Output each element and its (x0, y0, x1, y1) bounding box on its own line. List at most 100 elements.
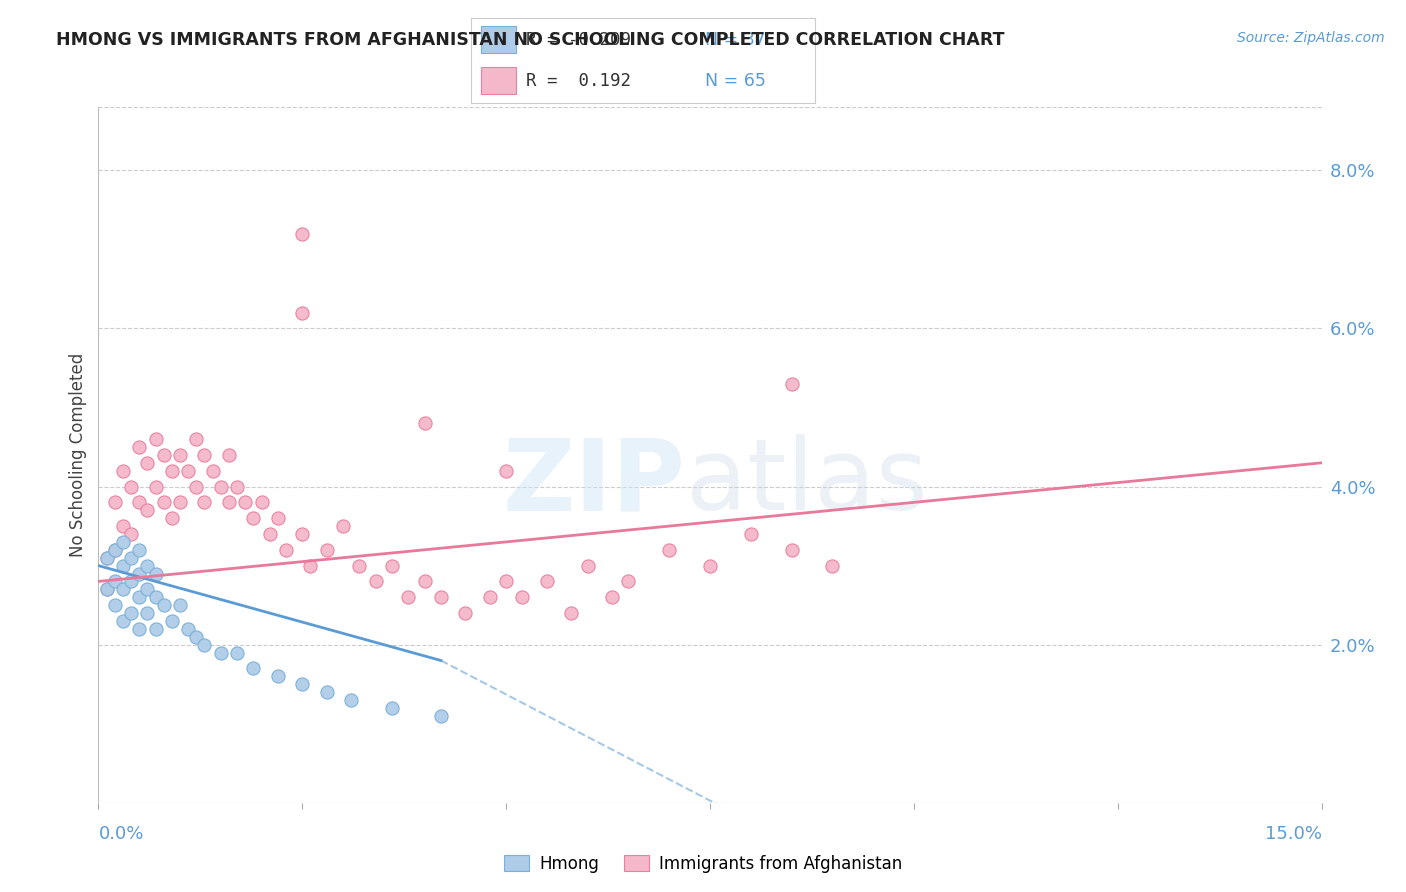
Point (152, 598, 174, 612)
Point (560, 606, 582, 620)
Point (201, 464, 224, 478)
Point (111, 519, 134, 533)
Point (128, 495, 150, 509)
Point (340, 693, 363, 707)
Point (160, 511, 183, 525)
Text: N = 37: N = 37 (706, 31, 766, 49)
Point (430, 708, 453, 723)
Point (617, 574, 640, 589)
Point (111, 558, 134, 573)
Point (128, 566, 150, 581)
Text: 0.0%: 0.0% (98, 825, 143, 843)
Point (699, 558, 721, 573)
Point (193, 495, 215, 509)
Point (193, 448, 215, 462)
Point (274, 542, 297, 557)
Point (381, 558, 404, 573)
Text: atlas: atlas (686, 434, 927, 532)
Point (267, 669, 290, 683)
Point (152, 495, 174, 509)
Point (136, 558, 159, 573)
Point (364, 574, 387, 589)
Point (120, 574, 142, 589)
Point (186, 479, 208, 493)
Point (291, 677, 314, 691)
Point (299, 558, 322, 573)
Point (267, 511, 290, 525)
Point (104, 495, 127, 509)
Point (160, 614, 183, 628)
Point (250, 495, 273, 509)
Point (186, 432, 208, 446)
Point (259, 527, 281, 541)
Bar (481, 27, 516, 54)
Text: R = -0.209: R = -0.209 (526, 31, 631, 49)
Point (186, 630, 208, 644)
Point (96, 582, 118, 597)
Point (413, 417, 436, 431)
Point (136, 582, 159, 597)
Point (430, 591, 453, 605)
Point (600, 591, 623, 605)
Point (740, 527, 762, 541)
Point (111, 534, 134, 549)
Point (128, 542, 150, 557)
Point (169, 448, 191, 462)
Point (218, 495, 240, 509)
Point (226, 479, 249, 493)
Point (136, 503, 159, 517)
Point (120, 606, 142, 620)
Point (104, 598, 127, 612)
Point (145, 591, 167, 605)
Point (658, 542, 681, 557)
Text: R =  0.192: R = 0.192 (526, 71, 631, 89)
Point (576, 558, 599, 573)
Point (454, 606, 477, 620)
Point (111, 582, 134, 597)
Point (291, 227, 314, 241)
Point (242, 511, 264, 525)
Point (177, 622, 200, 636)
Text: N = 65: N = 65 (706, 71, 766, 89)
Legend: Hmong, Immigrants from Afghanistan: Hmong, Immigrants from Afghanistan (498, 848, 908, 880)
Point (780, 376, 803, 391)
Text: HMONG VS IMMIGRANTS FROM AFGHANISTAN NO SCHOOLING COMPLETED CORRELATION CHART: HMONG VS IMMIGRANTS FROM AFGHANISTAN NO … (56, 31, 1005, 49)
Point (145, 432, 167, 446)
Point (821, 558, 844, 573)
Point (780, 542, 803, 557)
Point (381, 701, 404, 715)
Point (536, 574, 558, 589)
Point (291, 527, 314, 541)
Point (233, 495, 256, 509)
Point (209, 479, 232, 493)
Point (152, 448, 174, 462)
Point (315, 685, 337, 699)
Point (128, 591, 150, 605)
Point (136, 456, 159, 470)
Point (120, 479, 142, 493)
Point (145, 479, 167, 493)
Point (120, 527, 142, 541)
Point (145, 622, 167, 636)
Point (478, 591, 501, 605)
Point (104, 542, 127, 557)
Text: ZIP: ZIP (503, 434, 686, 532)
Text: 15.0%: 15.0% (1264, 825, 1322, 843)
Point (209, 646, 232, 660)
Point (128, 440, 150, 454)
Point (169, 598, 191, 612)
Point (495, 574, 517, 589)
Point (96, 582, 118, 597)
Point (291, 305, 314, 319)
Point (145, 566, 167, 581)
Point (413, 574, 436, 589)
Text: Source: ZipAtlas.com: Source: ZipAtlas.com (1237, 31, 1385, 45)
Point (96, 550, 118, 565)
Point (315, 542, 337, 557)
Point (136, 606, 159, 620)
Point (104, 542, 127, 557)
Point (226, 646, 249, 660)
Point (349, 558, 371, 573)
Bar (481, 67, 516, 95)
Point (396, 591, 419, 605)
